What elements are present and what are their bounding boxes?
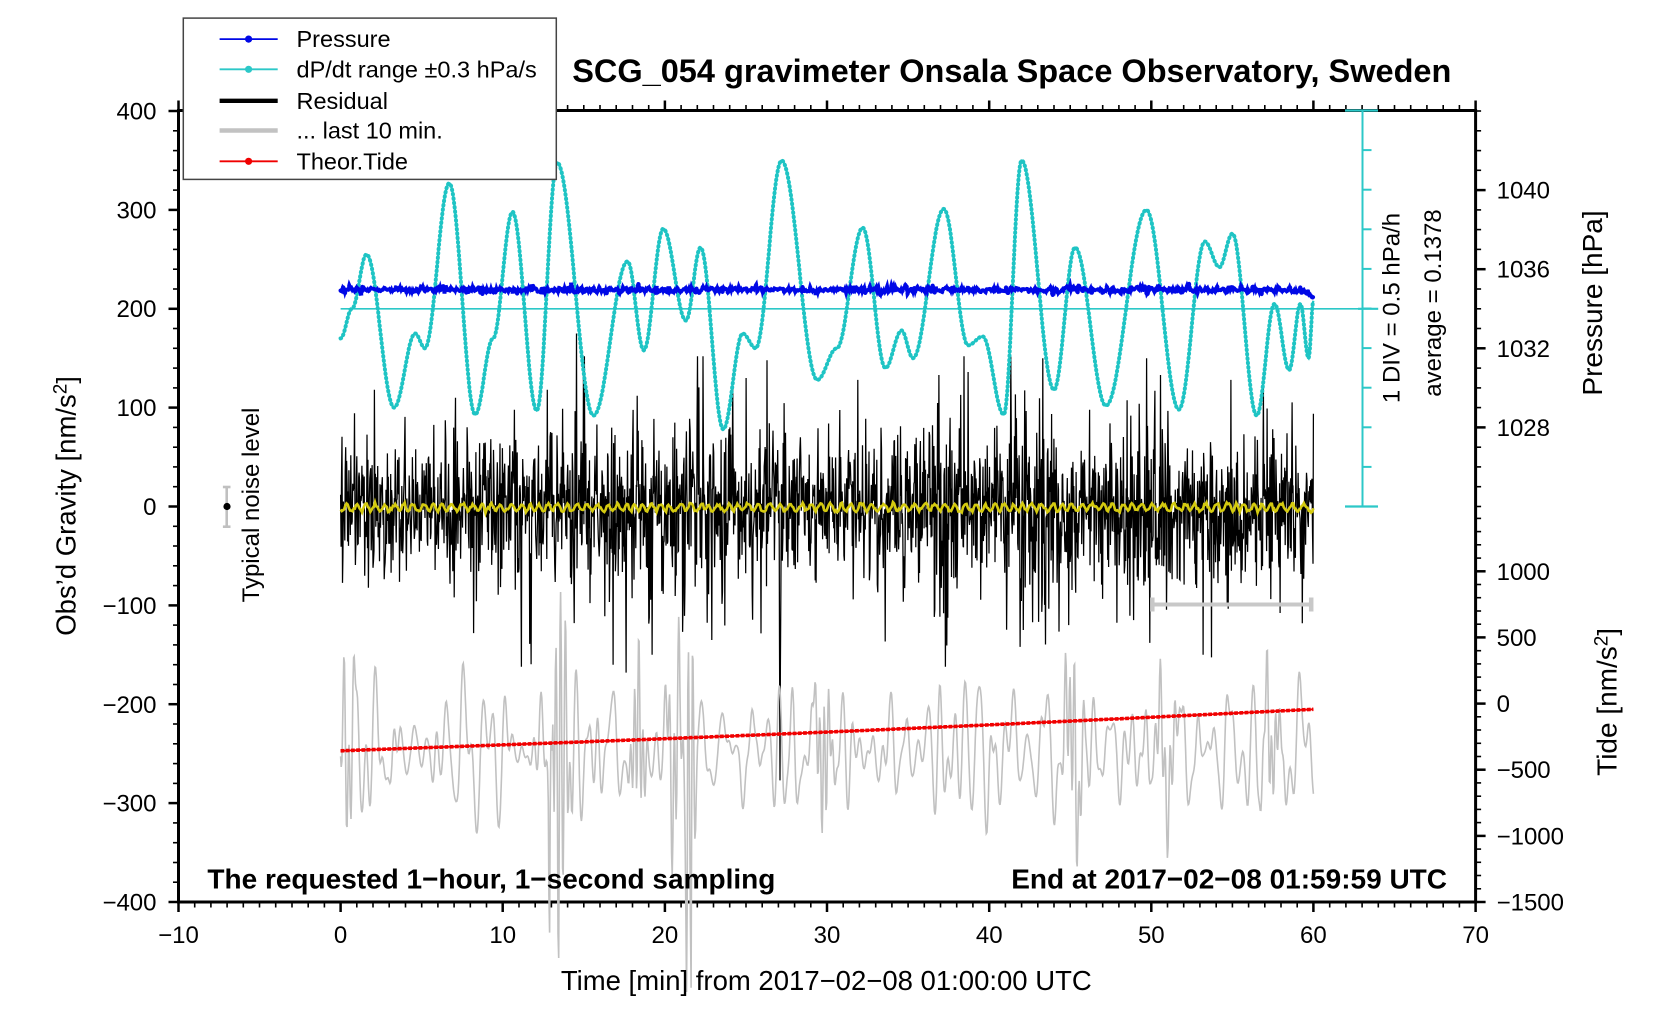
svg-text:1 DIV = 0.5 hPa/h: 1 DIV = 0.5 hPa/h — [1379, 213, 1406, 403]
svg-text:1032: 1032 — [1497, 336, 1550, 363]
svg-text:0: 0 — [334, 922, 347, 949]
svg-text:−1500: −1500 — [1497, 890, 1564, 917]
svg-text:The requested 1−hour, 1−second: The requested 1−hour, 1−second sampling — [207, 864, 775, 895]
svg-text:Theor.Tide: Theor.Tide — [297, 148, 408, 174]
svg-text:−400: −400 — [102, 890, 156, 917]
svg-text:SCG_054 gravimeter Onsala Spac: SCG_054 gravimeter Onsala Space Observat… — [572, 53, 1451, 89]
svg-text:... last 10 min.: ... last 10 min. — [297, 118, 443, 144]
svg-text:average = 0.1378: average = 0.1378 — [1420, 209, 1447, 397]
svg-text:0: 0 — [1497, 691, 1510, 718]
svg-text:Tide [nm/s2]: Tide [nm/s2] — [1592, 628, 1623, 776]
svg-text:1000: 1000 — [1497, 559, 1550, 586]
svg-text:Obs’d Gravity [nm/s2]: Obs’d Gravity [nm/s2] — [51, 376, 82, 635]
svg-text:Pressure [hPa]: Pressure [hPa] — [1577, 210, 1608, 395]
svg-text:−300: −300 — [102, 791, 156, 818]
svg-text:Typical noise level: Typical noise level — [238, 408, 265, 603]
svg-text:50: 50 — [1138, 922, 1165, 949]
svg-text:−1000: −1000 — [1497, 823, 1564, 850]
svg-text:500: 500 — [1497, 625, 1537, 652]
svg-text:20: 20 — [652, 922, 679, 949]
svg-text:−100: −100 — [102, 593, 156, 620]
svg-text:dP/dt range ±0.3 hPa/s: dP/dt range ±0.3 hPa/s — [297, 56, 537, 82]
svg-text:−200: −200 — [102, 692, 156, 719]
svg-text:100: 100 — [116, 395, 156, 422]
svg-text:30: 30 — [814, 922, 841, 949]
svg-text:Residual: Residual — [297, 88, 388, 114]
svg-text:1036: 1036 — [1497, 257, 1550, 284]
svg-text:300: 300 — [116, 197, 156, 224]
svg-text:10: 10 — [489, 922, 516, 949]
svg-text:200: 200 — [116, 296, 156, 323]
svg-text:400: 400 — [116, 99, 156, 126]
svg-text:−500: −500 — [1497, 757, 1551, 784]
svg-text:70: 70 — [1462, 922, 1489, 949]
svg-text:Time [min] from 2017−02−08 01:: Time [min] from 2017−02−08 01:00:00 UTC — [561, 965, 1092, 996]
svg-text:End at 2017−02−08 01:59:59 UTC: End at 2017−02−08 01:59:59 UTC — [1011, 864, 1447, 895]
svg-text:60: 60 — [1300, 922, 1327, 949]
svg-text:1028: 1028 — [1497, 415, 1550, 442]
svg-text:1040: 1040 — [1497, 178, 1550, 205]
svg-text:0: 0 — [143, 494, 156, 521]
svg-text:Pressure: Pressure — [297, 26, 391, 52]
svg-text:40: 40 — [976, 922, 1003, 949]
svg-text:−10: −10 — [158, 922, 199, 949]
